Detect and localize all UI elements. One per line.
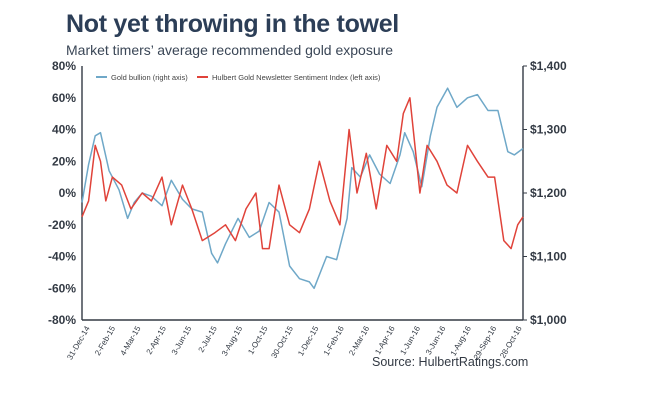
legend-sentiment-index-label: Hulbert Gold Newsletter Sentiment Index … (212, 73, 381, 82)
x-axis-tick-label: 2-Mar-16 (347, 324, 371, 357)
left-axis-tick-label: -40% (48, 250, 76, 264)
chart-series (81, 87, 524, 290)
left-axis-tick-label: 60% (52, 91, 76, 105)
x-axis-tick-label: 1-Dec-15 (296, 324, 321, 357)
x-axis-tick-label: 30-Oct-15 (269, 324, 295, 360)
sentiment-index-line (81, 97, 524, 250)
right-axis-tick-label: $1,200 (530, 186, 567, 200)
x-axis-tick-label: 3-Jun-16 (424, 324, 448, 356)
x-axis-tick-label: 1-Jun-16 (399, 324, 423, 356)
left-axis-tick-label: 40% (52, 123, 76, 137)
chart-subtitle: Market timers’ average recommended gold … (66, 42, 394, 58)
left-axis-tick-label: -60% (48, 281, 76, 295)
x-axis-tick-label: 2-Jul-15 (197, 324, 220, 354)
x-axis-tick-label: 3-Aug-15 (220, 324, 245, 357)
x-axis-tick-label: 2-Apr-15 (145, 324, 169, 356)
x-axis-tick-label: 1-Aug-16 (449, 324, 474, 357)
right-axis-tick-label: $1,300 (530, 123, 567, 137)
x-axis-tick-label: 4-Mar-15 (119, 324, 143, 357)
x-axis-tick-label: 1-Apr-16 (373, 324, 397, 356)
left-axis-tick-label: 0% (59, 186, 77, 200)
left-axis-tick-label: -20% (48, 218, 76, 232)
left-axis-tick-label: 20% (52, 154, 76, 168)
left-axis-tick-label: 80% (52, 59, 76, 73)
right-axis-tick-label: $1,400 (530, 59, 567, 73)
chart-title: Not yet throwing in the towel (66, 10, 399, 38)
legend-gold-bullion-label: Gold bullion (right axis) (111, 73, 188, 82)
source-note: Source: HulbertRatings.com (372, 355, 529, 369)
x-axis-tick-label: 2-Feb-15 (93, 324, 117, 357)
x-axis-tick-label: 1-Feb-16 (322, 324, 346, 357)
chart-legend: Gold bullion (right axis) Hulbert Gold Ne… (96, 73, 381, 82)
x-axis-tick-label: 31-Dec-14 (65, 324, 92, 361)
gold-bullion-line (81, 87, 524, 290)
right-axis-tick-label: $1,100 (530, 250, 567, 264)
right-axis-tick-label: $1,000 (530, 313, 567, 327)
left-axis-tick-label: -80% (48, 313, 76, 327)
x-axis-tick-label: 1-Oct-15 (246, 324, 270, 356)
x-axis-tick-label: 3-Jun-15 (170, 324, 194, 356)
